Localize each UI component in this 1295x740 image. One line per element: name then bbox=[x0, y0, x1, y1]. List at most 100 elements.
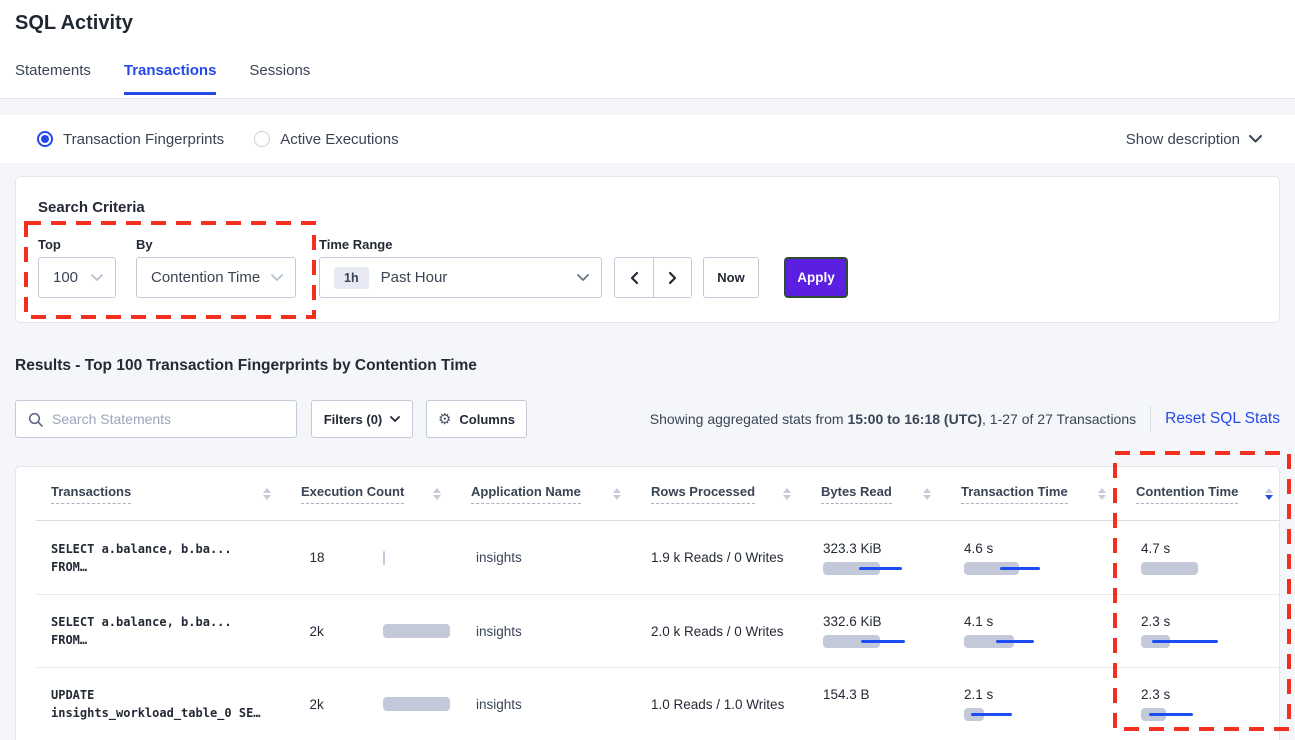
columns-button[interactable]: ⚙︎ Columns bbox=[426, 400, 527, 438]
tab-statements[interactable]: Statements bbox=[15, 62, 91, 79]
radio-transaction-fingerprints[interactable]: Transaction Fingerprints bbox=[37, 131, 224, 148]
apply-button[interactable]: Apply bbox=[784, 257, 848, 298]
transaction-time-line bbox=[971, 713, 1012, 716]
transaction-time-cell: 4.1 s bbox=[961, 595, 1136, 667]
sort-carets-icon[interactable] bbox=[433, 487, 441, 500]
chevron-right-icon bbox=[668, 271, 676, 284]
transaction-time-cell: 4.6 s bbox=[961, 521, 1136, 594]
table-row: UPDATE insights_workload_table_0 SE… 2k … bbox=[36, 667, 1279, 740]
time-range-field-label: Time Range bbox=[319, 237, 393, 252]
column-header-application-name[interactable]: Application Name bbox=[471, 467, 651, 520]
radio-unselected-icon[interactable] bbox=[254, 131, 271, 147]
top-select-value: 100 bbox=[53, 269, 79, 286]
filters-label: Filters (0) bbox=[323, 411, 383, 427]
by-select-value: Contention Time bbox=[151, 269, 261, 286]
search-icon bbox=[28, 412, 43, 427]
rows-processed-cell: 1.0 Reads / 1.0 Writes bbox=[651, 696, 785, 712]
show-description-label[interactable]: Show description bbox=[1125, 130, 1240, 148]
filters-button[interactable]: Filters (0) bbox=[311, 400, 413, 438]
time-range-value: Past Hour bbox=[380, 269, 448, 286]
column-header-contention-time[interactable]: Contention Time bbox=[1136, 467, 1281, 520]
chevron-down-icon bbox=[271, 274, 283, 281]
contention-time-line bbox=[1149, 713, 1193, 716]
sort-carets-icon[interactable] bbox=[1098, 487, 1106, 500]
contention-time-bar bbox=[1141, 561, 1198, 575]
search-criteria-title: Search Criteria bbox=[38, 199, 145, 216]
sort-carets-icon[interactable] bbox=[783, 487, 791, 500]
columns-label: Columns bbox=[459, 411, 516, 427]
chevron-down-icon bbox=[577, 274, 589, 281]
transaction-time-bar bbox=[964, 561, 1019, 575]
gear-icon: ⚙︎ bbox=[437, 411, 452, 428]
reset-sql-stats-link[interactable]: Reset SQL Stats bbox=[1165, 410, 1280, 427]
column-header-transactions[interactable]: Transactions bbox=[36, 467, 301, 520]
time-range-select[interactable]: 1h Past Hour bbox=[319, 257, 602, 298]
results-title: Results - Top 100 Transaction Fingerprin… bbox=[15, 357, 477, 374]
time-prev-button[interactable] bbox=[615, 258, 653, 297]
column-header-bytes-read[interactable]: Bytes Read bbox=[821, 467, 961, 520]
by-select[interactable]: Contention Time bbox=[136, 257, 296, 298]
column-header-transaction-time[interactable]: Transaction Time bbox=[961, 467, 1136, 520]
sort-carets-icon[interactable] bbox=[923, 487, 931, 500]
aggregated-stats-text: Showing aggregated stats from 15:00 to 1… bbox=[650, 411, 1136, 427]
rows-processed-cell: 2.0 k Reads / 0 Writes bbox=[651, 623, 784, 639]
stats-prefix: Showing aggregated stats from bbox=[649, 411, 848, 427]
stats-suffix: , 1-27 of 27 Transactions bbox=[982, 411, 1137, 427]
sort-carets-icon[interactable] bbox=[613, 487, 621, 500]
top-select[interactable]: 100 bbox=[38, 257, 116, 298]
top-header: SQL Activity Statements Transactions Ses… bbox=[0, 0, 1295, 99]
execution-count-cell: 2k bbox=[301, 595, 471, 667]
execution-count-bar bbox=[382, 624, 450, 638]
radio-label[interactable]: Active Executions bbox=[280, 130, 399, 148]
sort-carets-icon-active[interactable] bbox=[1265, 487, 1273, 500]
vertical-divider bbox=[1150, 405, 1152, 433]
table-row: SELECT a.balance, b.ba... FROM… 2k insig… bbox=[36, 594, 1279, 667]
execution-count-bar bbox=[382, 550, 385, 565]
bytes-read-line bbox=[861, 640, 905, 643]
radio-selected-icon[interactable] bbox=[37, 131, 53, 147]
time-next-button[interactable] bbox=[653, 258, 691, 297]
view-toggle-row: Transaction Fingerprints Active Executio… bbox=[0, 115, 1295, 163]
page-title: SQL Activity bbox=[15, 12, 133, 34]
transaction-fingerprint-link[interactable]: UPDATE insights_workload_table_0 SE… bbox=[51, 688, 261, 720]
now-button[interactable]: Now bbox=[703, 257, 759, 298]
transaction-fingerprint-link[interactable]: SELECT a.balance, b.ba... FROM… bbox=[51, 541, 232, 574]
execution-count-bar bbox=[382, 697, 450, 711]
results-controls-row: Filters (0) ⚙︎ Columns Showing aggregate… bbox=[15, 400, 1280, 438]
stats-area: Showing aggregated stats from 15:00 to 1… bbox=[650, 405, 1280, 433]
search-criteria-card: Search Criteria Top By Time Range 100 Co… bbox=[15, 176, 1280, 323]
chevron-left-icon bbox=[630, 271, 639, 284]
radio-active-executions[interactable]: Active Executions bbox=[254, 130, 399, 148]
bytes-read-bar bbox=[823, 635, 880, 648]
tab-bar-divider bbox=[0, 98, 1295, 99]
chevron-down-icon bbox=[1249, 135, 1262, 143]
tab-bar: Statements Transactions Sessions bbox=[15, 62, 310, 95]
search-input[interactable] bbox=[52, 411, 286, 427]
bytes-read-cell: 154.3 B bbox=[823, 687, 870, 702]
search-input-wrapper[interactable] bbox=[15, 400, 297, 438]
tab-sessions[interactable]: Sessions bbox=[249, 62, 311, 79]
chevron-down-icon bbox=[390, 416, 401, 422]
show-description-toggle[interactable]: Show description bbox=[1126, 131, 1262, 148]
application-name-cell: insights bbox=[476, 696, 522, 712]
bytes-read-cell: 323.3 KiB bbox=[821, 521, 961, 594]
column-header-execution-count[interactable]: Execution Count bbox=[301, 467, 471, 520]
stats-time-range: 15:00 to 16:18 (UTC) bbox=[847, 411, 983, 427]
tab-transactions[interactable]: Transactions bbox=[123, 62, 217, 95]
contention-time-cell: 2.3 s bbox=[1136, 668, 1281, 740]
chevron-down-icon bbox=[91, 274, 103, 281]
radio-label[interactable]: Transaction Fingerprints bbox=[63, 130, 225, 148]
contention-time-line bbox=[1152, 640, 1218, 643]
table-header-row: Transactions Execution Count Application… bbox=[36, 467, 1279, 521]
rows-processed-cell: 1.9 k Reads / 0 Writes bbox=[651, 550, 784, 565]
column-header-rows-processed[interactable]: Rows Processed bbox=[651, 467, 821, 520]
bytes-read-bar bbox=[823, 561, 880, 575]
transactions-table: Transactions Execution Count Application… bbox=[15, 466, 1280, 740]
transaction-time-line bbox=[996, 640, 1034, 643]
contention-time-cell: 2.3 s bbox=[1136, 595, 1281, 667]
application-name-cell: insights bbox=[476, 623, 522, 639]
transaction-fingerprint-link[interactable]: SELECT a.balance, b.ba... FROM… bbox=[51, 615, 232, 647]
contention-time-cell: 4.7 s bbox=[1136, 521, 1281, 594]
bytes-read-line bbox=[859, 566, 902, 570]
sort-carets-icon[interactable] bbox=[263, 487, 271, 500]
